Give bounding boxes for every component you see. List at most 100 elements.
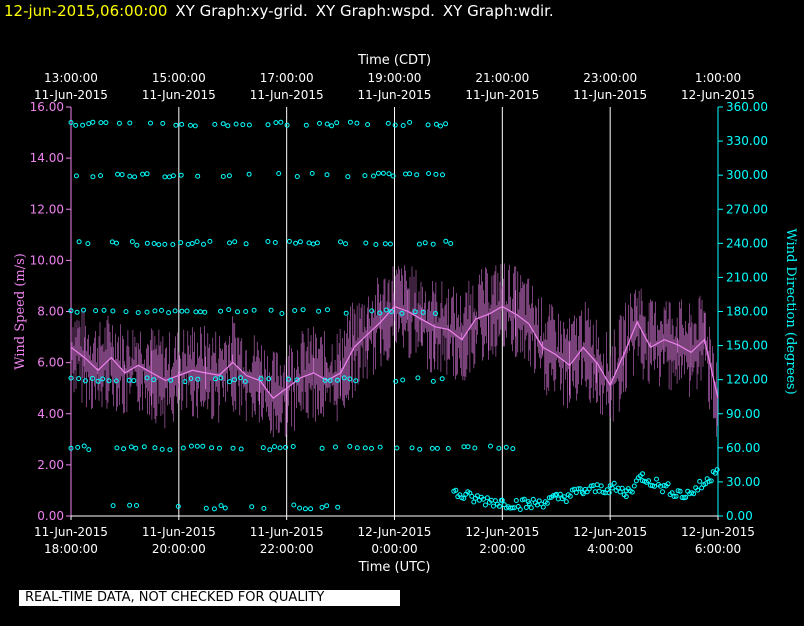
top-tick-time: 21:00:00 (475, 71, 529, 85)
wind-direction-point (316, 308, 322, 314)
wind-direction-point (243, 241, 249, 247)
right-tick-label: 360.00 (726, 100, 768, 114)
right-tick-label: 0.00 (726, 509, 753, 523)
wind-direction-point (182, 379, 188, 385)
wind-direction-point (113, 378, 119, 384)
left-tick-label: 6.00 (37, 356, 64, 370)
wind-direction-point (232, 239, 238, 245)
wind-direction-point (384, 307, 389, 313)
wind-direction-point (297, 239, 303, 245)
wind-direction-point (166, 310, 172, 316)
wind-direction-point (306, 240, 312, 246)
wind-direction-point (302, 506, 308, 512)
wind-direction-point (691, 491, 697, 497)
wind-direction-point (272, 240, 278, 245)
wind-direction-point (238, 446, 244, 452)
wind-direction-point (197, 309, 203, 315)
wind-direction-point (557, 491, 563, 497)
wind-direction-point (329, 123, 335, 129)
wind-direction-point (334, 120, 340, 126)
wind-direction-point (243, 309, 249, 314)
wind-direction-point (152, 445, 158, 451)
wind-direction-point (90, 174, 96, 180)
wind-speed-line (70, 305, 719, 400)
bottom-tick-date: 12-Jun-2015 (573, 525, 647, 539)
wind-direction-point (439, 376, 445, 382)
wind-direction-point (611, 480, 617, 486)
wind-direction-point (433, 171, 439, 177)
graph-title-grid: XY Graph:xy-grid. (175, 2, 308, 20)
wind-direction-point (195, 173, 201, 179)
wind-direction-point (490, 503, 496, 509)
wind-direction-point (660, 489, 665, 495)
wind-direction-point (521, 496, 527, 502)
wind-direction-point (261, 505, 267, 511)
wind-direction-point (369, 308, 375, 314)
wind-direction-point (170, 173, 176, 179)
top-tick-date: 11-Jun-2015 (142, 88, 216, 102)
wind-direction-point (93, 308, 99, 314)
wind-direction-point (708, 478, 714, 484)
wind-direction-point (596, 488, 602, 494)
wind-direction-point (192, 123, 198, 129)
wind-direction-point (141, 444, 147, 450)
wind-direction-point (317, 120, 322, 126)
wind-direction-point (209, 445, 215, 451)
wind-direction-point (144, 171, 150, 177)
wind-direction-point (683, 494, 689, 500)
wind-direction-point (324, 172, 330, 178)
wind-direction-point (362, 173, 368, 179)
wind-direction-point (546, 495, 552, 501)
wind-direction-point (159, 446, 165, 452)
wind-direction-point (695, 487, 701, 493)
wind-direction-point (184, 308, 190, 314)
wind-direction-point (422, 240, 428, 246)
bottom-axis-label: Time (UTC) (358, 560, 431, 575)
wind-direction-point (284, 122, 290, 128)
wind-direction-point (211, 506, 217, 512)
wind-direction-point (115, 171, 121, 177)
wind-direction-point (445, 446, 451, 451)
wind-direction-point (347, 443, 353, 449)
wind-direction-point (592, 489, 598, 495)
wind-direction-point (178, 240, 184, 246)
wind-direction-point (492, 498, 498, 504)
left-tick-label: 2.00 (37, 458, 64, 472)
wind-direction-point (319, 504, 325, 510)
bottom-tick-time: 0:00:00 (371, 542, 417, 556)
wind-direction-point (68, 120, 74, 125)
wind-direction-point (170, 242, 176, 247)
wind-direction-point (297, 505, 303, 511)
wind-direction-point (526, 501, 532, 507)
wind-direction-point (148, 120, 153, 126)
wind-direction-point (354, 445, 360, 451)
wind-direction-point (167, 447, 173, 453)
wind-direction-point (407, 119, 413, 125)
wind-direction-point (100, 376, 106, 382)
wind-direction-point (377, 310, 383, 316)
wind-direction-point (416, 241, 422, 247)
wind-direction-point (188, 443, 194, 449)
wind-direction-point (144, 240, 150, 246)
wind-direction-point (74, 309, 80, 315)
bottom-tick-date: 12-Jun-2015 (358, 525, 432, 539)
wind-direction-point (523, 505, 529, 510)
wind-direction-point (609, 485, 615, 491)
wind-direction-point (426, 171, 432, 176)
right-tick-label: 210.00 (726, 270, 768, 284)
wind-direction-point (617, 489, 623, 495)
wind-direction-point (375, 170, 381, 176)
wind-direction-point (200, 443, 206, 449)
wind-direction-point (417, 446, 423, 452)
top-tick-time: 1:00:00 (695, 71, 741, 85)
wind-direction-point (268, 307, 274, 313)
wind-direction-point (387, 241, 393, 247)
wind-direction-point (338, 239, 343, 245)
wind-direction-point (394, 445, 400, 451)
right-tick-label: 300.00 (726, 168, 768, 182)
wind-direction-point (430, 241, 436, 247)
top-tick-date: 11-Jun-2015 (573, 88, 647, 102)
wind-direction-point (472, 445, 478, 451)
right-tick-label: 270.00 (726, 202, 768, 216)
wind-direction-point (669, 490, 675, 496)
